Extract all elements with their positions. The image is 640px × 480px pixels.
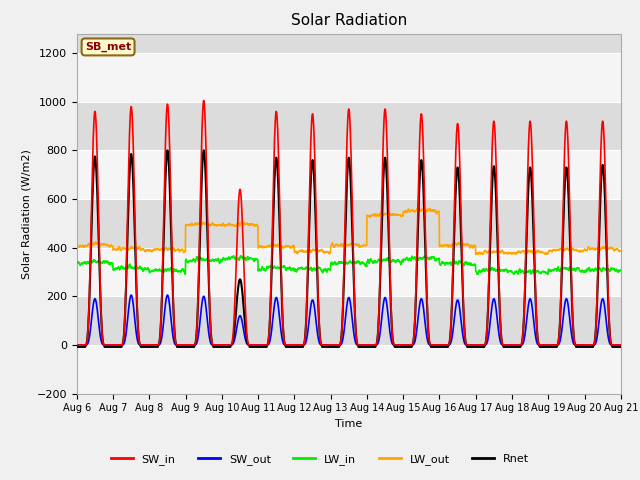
Bar	[77, 345, 621, 394]
LW_out	[419, 205, 427, 211]
Rnet	[365, 344, 372, 350]
LW_out	[617, 248, 625, 253]
SW_in	[507, 342, 515, 348]
SW_out	[617, 342, 625, 348]
LW_out	[225, 222, 232, 228]
Y-axis label: Solar Radiation (W/m2): Solar Radiation (W/m2)	[21, 149, 31, 278]
Line: SW_out: SW_out	[77, 295, 621, 345]
Line: LW_out: LW_out	[77, 208, 621, 254]
Text: SB_met: SB_met	[85, 42, 131, 52]
Bar	[77, 150, 621, 199]
SW_out	[569, 338, 577, 344]
LW_in	[225, 255, 232, 261]
SW_in	[569, 314, 577, 320]
Rnet	[507, 344, 515, 350]
Rnet	[73, 344, 81, 350]
Line: LW_in: LW_in	[77, 256, 621, 275]
LW_out	[73, 243, 81, 249]
LW_out	[364, 213, 372, 219]
Bar	[77, 53, 621, 102]
Rnet	[376, 274, 384, 279]
LW_in	[569, 266, 577, 272]
SW_out	[225, 342, 232, 348]
SW_out	[584, 342, 591, 348]
Rnet	[164, 147, 172, 153]
SW_out	[127, 292, 135, 298]
Title: Solar Radiation: Solar Radiation	[291, 13, 407, 28]
Legend: SW_in, SW_out, LW_in, LW_out, Rnet: SW_in, SW_out, LW_in, LW_out, Rnet	[106, 450, 534, 469]
Rnet	[617, 344, 625, 350]
Rnet	[225, 344, 232, 350]
Line: Rnet: Rnet	[77, 150, 621, 347]
Bar	[77, 199, 621, 248]
LW_in	[365, 259, 372, 265]
SW_in	[376, 262, 384, 267]
SW_out	[365, 342, 372, 348]
LW_out	[569, 245, 577, 251]
Rnet	[569, 317, 577, 323]
Line: SW_in: SW_in	[77, 100, 621, 345]
SW_in	[584, 342, 591, 348]
LW_out	[507, 251, 515, 256]
X-axis label: Time: Time	[335, 419, 362, 429]
LW_in	[544, 272, 552, 277]
LW_in	[507, 268, 515, 274]
SW_in	[73, 342, 81, 348]
LW_out	[584, 245, 592, 251]
SW_in	[617, 342, 625, 348]
SW_out	[507, 342, 515, 348]
LW_out	[376, 211, 384, 216]
LW_in	[617, 267, 625, 273]
Bar	[77, 248, 621, 296]
Rnet	[584, 344, 591, 350]
SW_in	[200, 97, 207, 103]
SW_out	[376, 328, 384, 334]
LW_in	[73, 260, 81, 266]
Bar	[77, 296, 621, 345]
LW_out	[522, 252, 529, 257]
SW_in	[225, 342, 232, 348]
SW_out	[73, 342, 81, 348]
LW_in	[230, 253, 237, 259]
SW_in	[365, 342, 372, 348]
LW_in	[584, 267, 592, 273]
LW_in	[376, 258, 384, 264]
Bar	[77, 102, 621, 150]
